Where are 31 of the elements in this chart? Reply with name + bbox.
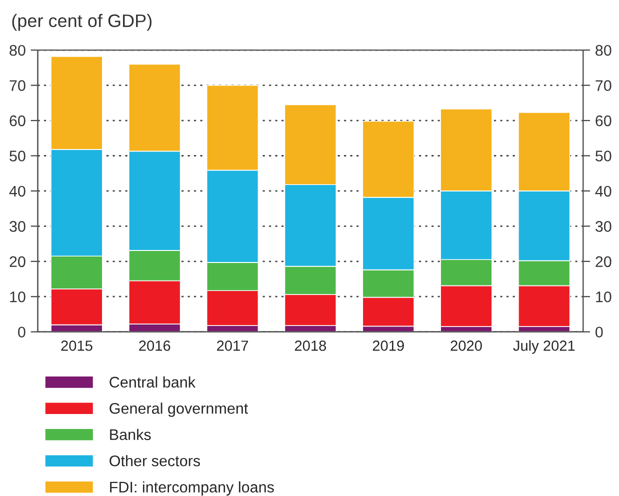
legend-label: FDI: intercompany loans [110, 481, 274, 496]
y2-tick-label: 20 [596, 256, 612, 268]
y2-tick-label: 70 [596, 80, 612, 91]
legend-label: General government [110, 402, 248, 417]
y-tick-label: 10 [10, 291, 26, 302]
y2-tick-label: 50 [596, 150, 612, 162]
legend-label: Banks [110, 428, 151, 440]
y2-tick-label: 80 [596, 44, 612, 56]
y-tick-label: 80 [10, 44, 26, 56]
y2-tick-label: 60 [596, 115, 612, 126]
y2-tick-label: 40 [595, 186, 612, 197]
legend-label: Other sectors [110, 455, 200, 466]
y2-tick-label: 0 [596, 326, 603, 338]
x-tick-label: 2018 [294, 340, 326, 351]
y-axis-title: (per cent of GDP) [12, 14, 152, 31]
y2-tick-label: 10 [596, 291, 612, 302]
x-tick-label: July 2021 [513, 340, 575, 354]
y2-tick-label: 30 [595, 221, 612, 232]
y-tick-label: 20 [10, 256, 26, 268]
y-tick-label: 0 [18, 326, 26, 338]
x-tick-label: 2016 [139, 340, 170, 351]
y-tick-label: 70 [10, 80, 26, 91]
x-tick-label: 2015 [61, 340, 92, 351]
y-tick-label: 30 [10, 221, 26, 232]
x-tick-label: 2017 [217, 340, 248, 351]
x-tick-label: 2019 [372, 340, 404, 351]
y-tick-label: 50 [10, 150, 26, 162]
x-tick-label: 2020 [450, 340, 482, 351]
legend-label: Central bank [110, 376, 196, 388]
y-tick-label: 40 [9, 186, 26, 197]
y-tick-label: 60 [10, 115, 26, 126]
